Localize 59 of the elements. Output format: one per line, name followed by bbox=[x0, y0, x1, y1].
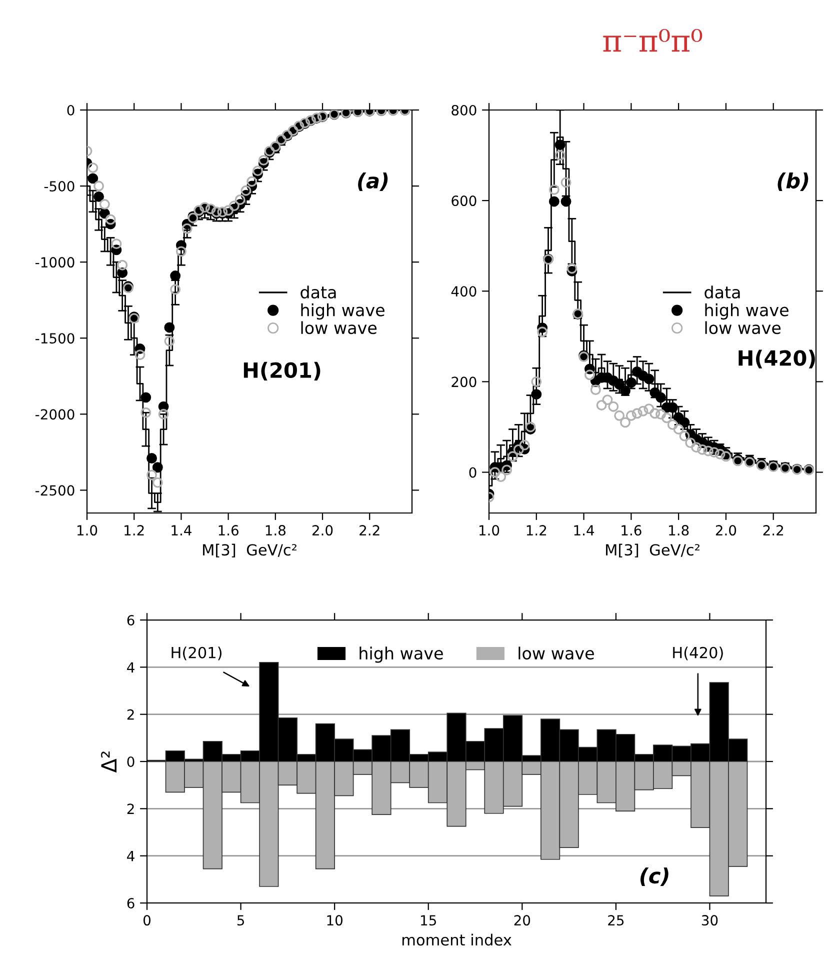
x-tick-label: 30 bbox=[702, 915, 718, 926]
y-tick-label: 2 bbox=[127, 804, 134, 814]
legend-label: low wave bbox=[705, 321, 781, 334]
x-tick-label: 1.8 bbox=[669, 525, 689, 536]
y-tick-label: -1500 bbox=[36, 333, 74, 344]
legend-label: high wave bbox=[360, 646, 443, 663]
y-tick-label: -1000 bbox=[36, 257, 74, 268]
legend-label: data bbox=[300, 286, 336, 299]
x-tick-label: 25 bbox=[608, 915, 624, 926]
legend-label: low wave bbox=[518, 646, 594, 660]
y-tick-label: 0 bbox=[469, 467, 476, 478]
x-tick-label: 2.0 bbox=[716, 525, 736, 536]
x-tick-label: 10 bbox=[327, 915, 342, 926]
annotation: H(201) bbox=[244, 362, 320, 380]
y-tick-label: -500 bbox=[44, 181, 74, 192]
x-axis-title: moment index bbox=[402, 934, 512, 946]
annotation: (a) bbox=[358, 172, 388, 192]
y-tick-label: 4 bbox=[127, 662, 134, 672]
y-tick-label: 0 bbox=[67, 104, 74, 116]
legend-label: high wave bbox=[705, 303, 788, 320]
y-tick-label: -2000 bbox=[36, 409, 74, 420]
y-tick-label: 6 bbox=[127, 614, 134, 626]
x-tick-label: 0 bbox=[143, 915, 150, 926]
x-axis-title: M[3] GeV/c² bbox=[606, 544, 700, 558]
x-tick-label: 1.4 bbox=[574, 525, 594, 536]
x-tick-label: 1.6 bbox=[218, 525, 238, 536]
y-tick-label: 800 bbox=[452, 104, 476, 116]
y-tick-label: 4 bbox=[127, 850, 134, 862]
x-tick-label: 2.2 bbox=[763, 525, 783, 536]
x-tick-label: 5 bbox=[237, 915, 244, 926]
chart-title: π⁻π⁰π⁰ bbox=[603, 28, 702, 52]
annotation: (b) bbox=[778, 172, 808, 192]
legend-label: high wave bbox=[301, 303, 384, 320]
x-tick-label: 2.2 bbox=[360, 525, 380, 536]
x-tick-label: 1.0 bbox=[479, 525, 500, 536]
x-tick-label: 1.4 bbox=[172, 525, 192, 536]
x-tick-label: 1.8 bbox=[266, 525, 286, 536]
y-tick-label: 400 bbox=[451, 286, 476, 297]
annotation: (c) bbox=[640, 867, 668, 886]
annotation: H(420) bbox=[738, 350, 815, 368]
y-tick-label: 2 bbox=[127, 709, 134, 720]
x-tick-label: 1.2 bbox=[526, 525, 546, 536]
y-tick-label: 0 bbox=[127, 756, 134, 767]
y-tick-label: 200 bbox=[452, 376, 476, 388]
x-tick-label: 2.0 bbox=[312, 525, 333, 536]
x-tick-label: 15 bbox=[421, 915, 436, 926]
annotation: H(420) bbox=[673, 646, 723, 660]
x-axis-title: M[3] GeV/c² bbox=[203, 544, 296, 558]
x-tick-label: 1.2 bbox=[124, 525, 144, 536]
x-tick-label: 20 bbox=[514, 915, 530, 926]
y-axis-title: Δ² bbox=[101, 752, 116, 773]
legend-label: data bbox=[704, 286, 740, 299]
y-tick-label: 600 bbox=[452, 196, 476, 206]
x-tick-label: 1.0 bbox=[77, 525, 98, 536]
y-tick-label: 6 bbox=[127, 898, 134, 908]
x-tick-label: 1.6 bbox=[622, 525, 642, 536]
y-tick-label: -2500 bbox=[36, 485, 74, 496]
annotation: H(201) bbox=[172, 646, 222, 660]
legend-label: low wave bbox=[301, 321, 377, 334]
